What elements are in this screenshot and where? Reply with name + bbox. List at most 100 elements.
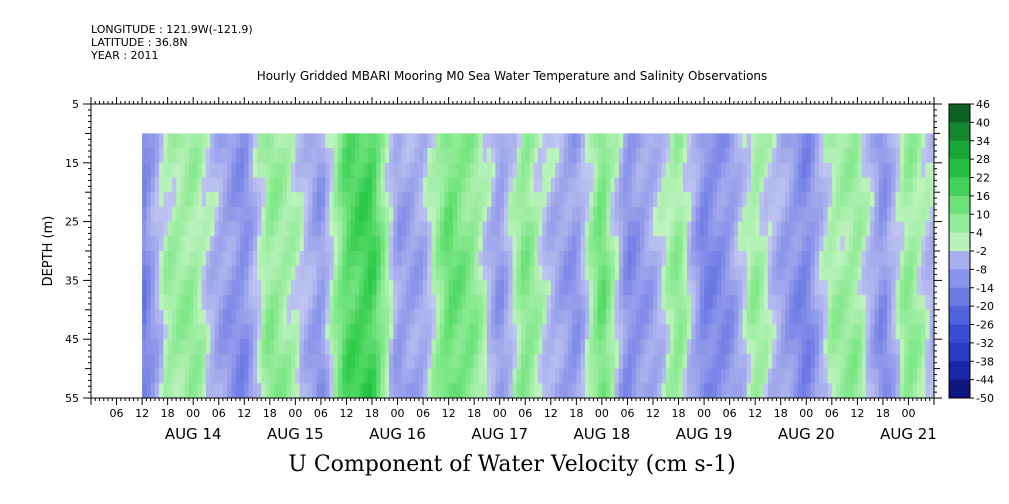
heat-cell (580, 383, 586, 398)
heat-cell (784, 206, 790, 223)
heat-cell (806, 324, 812, 340)
heat-cell (546, 251, 552, 267)
heat-cell (474, 368, 480, 384)
heat-cell (563, 177, 569, 193)
heat-cell (201, 368, 207, 384)
heat-cell (227, 251, 233, 267)
heat-cell (593, 295, 599, 311)
heat-cell (478, 295, 484, 311)
heat-cell (699, 221, 705, 237)
heat-cell (274, 177, 279, 193)
colorbar-swatch (949, 214, 970, 234)
heat-cell (742, 221, 748, 237)
heat-cell (606, 251, 612, 267)
heat-cell (342, 206, 348, 223)
heat-cell (427, 133, 433, 149)
heat-cell (265, 309, 271, 326)
heat-cell (295, 280, 301, 296)
heat-cell (265, 383, 271, 398)
heat-cell (623, 324, 629, 340)
heat-cell (746, 236, 752, 252)
heat-cell (333, 295, 339, 311)
x-tick-label: 18 (774, 407, 788, 420)
heat-cell (708, 368, 714, 384)
heat-cell (708, 309, 714, 326)
heat-cell (320, 383, 326, 398)
heat-cell (337, 265, 343, 281)
heat-cell (780, 221, 786, 237)
heat-cell (342, 295, 348, 311)
heat-cell (142, 192, 147, 208)
heat-cell (929, 251, 934, 267)
heat-cell (320, 177, 326, 193)
heat-cell (240, 192, 245, 208)
heat-cell (908, 324, 914, 340)
heat-cell (474, 221, 480, 237)
heat-cell (440, 251, 445, 267)
heat-cell (465, 324, 471, 340)
heat-cell (746, 177, 752, 193)
heat-cell (627, 324, 633, 340)
heat-cell (389, 265, 394, 281)
heat-cell (167, 221, 173, 237)
heat-cell (546, 162, 552, 179)
heat-cell (193, 295, 199, 311)
heat-cell (299, 251, 305, 267)
heat-cell (478, 339, 484, 355)
heat-cell (431, 265, 437, 281)
heat-cell (227, 383, 233, 398)
heat-cell (367, 206, 373, 223)
heat-cell (597, 221, 603, 237)
heat-cell (533, 148, 539, 164)
heat-cell (589, 324, 594, 340)
heat-cell (244, 192, 250, 208)
heat-cell (248, 221, 254, 237)
heat-cell (508, 221, 514, 237)
heat-cell (887, 206, 893, 223)
heat-cell (210, 251, 216, 267)
heat-cell (827, 353, 833, 370)
heat-cell (146, 324, 152, 340)
heat-cell (644, 206, 650, 223)
heat-cell (337, 162, 343, 179)
heat-cell (776, 236, 782, 252)
x-tick-label: 00 (288, 407, 302, 420)
heat-cell (772, 221, 778, 237)
heat-cell (478, 383, 484, 398)
heat-cell (776, 280, 782, 296)
heat-cell (678, 206, 684, 223)
heat-cell (665, 162, 671, 179)
heat-cell (670, 368, 675, 384)
heat-cell (316, 368, 322, 384)
heat-cell (538, 192, 543, 208)
heat-cell (904, 324, 910, 340)
heat-cell (210, 368, 216, 384)
heat-cell (776, 368, 782, 384)
heat-cell (784, 251, 790, 267)
heat-cell (831, 368, 837, 384)
heat-cell (618, 383, 624, 398)
heat-cell (853, 324, 858, 340)
colorbar-swatch (949, 251, 970, 270)
heat-cell (648, 177, 654, 193)
heat-cell (691, 148, 697, 164)
heat-cell (282, 265, 288, 281)
heat-cell (252, 309, 258, 326)
heat-cell (644, 383, 650, 398)
heat-cell (350, 177, 356, 193)
heat-cell (312, 133, 318, 149)
heat-cell (491, 383, 497, 398)
heat-cell (474, 265, 480, 281)
heat-cell (772, 280, 778, 296)
heat-cell (895, 265, 901, 281)
heat-cell (857, 251, 863, 267)
heat-cell (389, 177, 394, 193)
heat-cell (150, 280, 156, 296)
heat-cell (887, 368, 893, 384)
heat-cell (222, 133, 228, 149)
heat-cell (346, 324, 352, 340)
heat-cell (222, 177, 228, 193)
heat-cell (337, 192, 343, 208)
heat-cell (163, 148, 169, 164)
heat-cell (533, 383, 539, 398)
